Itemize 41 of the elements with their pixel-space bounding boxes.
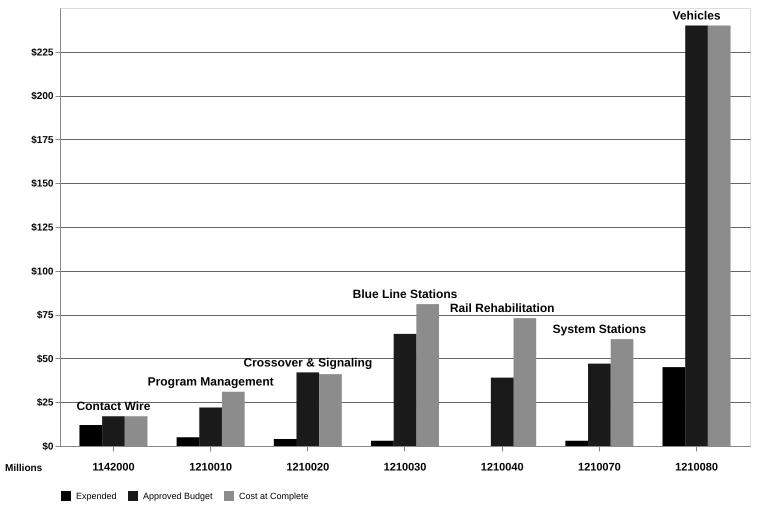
x-tick-label: 1210020	[286, 462, 330, 474]
bar	[102, 416, 125, 446]
y-tick-label: $75	[36, 310, 54, 322]
bar	[588, 364, 611, 446]
x-tick-label: 1210080	[675, 462, 718, 474]
bar	[394, 334, 416, 446]
bar	[79, 424, 102, 446]
x-tick-label: 1142000	[92, 462, 135, 474]
bar	[274, 438, 296, 446]
bar	[296, 372, 320, 446]
y-tick-label: $100	[31, 266, 54, 278]
legend-label: Cost at Complete	[239, 491, 309, 501]
bar	[662, 367, 686, 446]
y-tick-label: $0	[42, 442, 54, 452]
annotation: Blue Line Stations	[352, 287, 458, 302]
bar	[490, 378, 514, 446]
y-tick-label: $225	[31, 47, 54, 58]
legend-label: Approved Budget	[143, 491, 214, 501]
bar	[199, 407, 222, 446]
bar	[565, 440, 588, 446]
bar	[176, 437, 200, 446]
x-tick-label: 1210040	[480, 462, 524, 474]
y-tick-label: $25	[36, 398, 54, 409]
x-tick-label: 1210030	[384, 462, 426, 474]
annotation: Program Management	[148, 374, 274, 389]
x-tick-label: 1210070	[578, 462, 621, 474]
annotation: Crossover & Signaling	[243, 355, 372, 370]
bar	[685, 26, 708, 446]
annotation: Contact Wire	[76, 399, 151, 414]
y-tick-label: $50	[36, 354, 54, 365]
y-tick-label: $200	[31, 91, 54, 102]
annotation: System Stations	[552, 322, 646, 336]
y-tick-label: $175	[31, 134, 54, 146]
text: Millions	[5, 463, 43, 474]
annotation: Vehicles	[672, 8, 721, 23]
bar	[370, 440, 394, 446]
annotation: Rail Rehabilitation	[450, 301, 555, 316]
y-tick-label: $125	[31, 222, 54, 234]
legend-label: Expended	[76, 491, 117, 501]
y-tick-label: $150	[31, 178, 54, 190]
x-tick-label: 1210010	[189, 462, 232, 474]
